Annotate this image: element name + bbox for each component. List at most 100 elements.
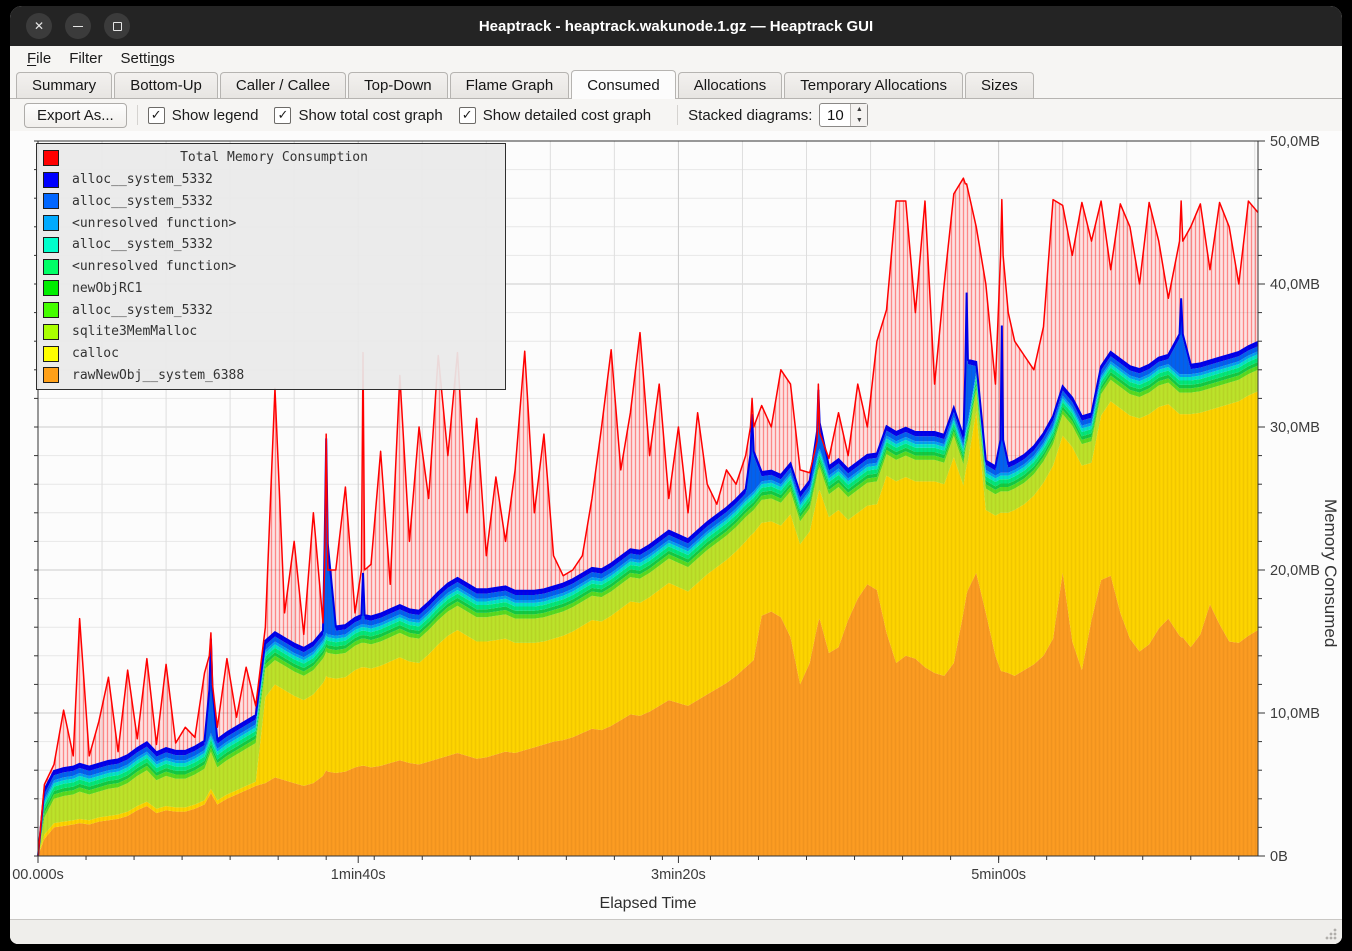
legend-label: <unresolved function> [72, 259, 237, 274]
checkbox-label: Show detailed cost graph [482, 106, 652, 124]
checkbox-box[interactable]: ✓ [458, 106, 476, 124]
toolbar: Export As... ✓ Show legend ✓ Show total cos… [10, 99, 1342, 132]
legend-row: alloc__system_5332 [37, 170, 505, 190]
legend-label: sqlite3MemMalloc [72, 324, 198, 340]
minimize-button[interactable] [65, 13, 91, 39]
checkbox-group: ✓ Show legend ✓ Show total cost graph ✓ Show … [147, 106, 667, 124]
tab-sizes[interactable]: Sizes [965, 72, 1034, 98]
checkbox-show-detailed-cost-graph[interactable]: ✓ Show detailed cost graph [458, 106, 652, 124]
toolbar-separator [136, 105, 138, 125]
legend-row: rawNewObj__system_6388 [37, 365, 505, 385]
legend-swatch-icon [43, 345, 59, 362]
checkbox-show-total-cost-graph[interactable]: ✓ Show total cost graph [274, 106, 443, 124]
legend-row: calloc [37, 344, 505, 364]
tab-consumed[interactable]: Consumed [571, 70, 676, 99]
legend-swatch-icon [43, 171, 59, 188]
resize-grip[interactable] [1325, 928, 1337, 940]
stacked-diagrams-label: Stacked diagrams: [688, 106, 813, 124]
x-tick-label: 1min40s [331, 867, 386, 883]
legend-swatch-icon [43, 280, 59, 297]
legend-swatch-icon [43, 323, 59, 340]
legend-swatch-icon [43, 193, 59, 210]
legend-label: rawNewObj__system_6388 [72, 367, 245, 383]
maximize-button[interactable] [104, 13, 130, 39]
spin-down-button[interactable]: ▼ [851, 115, 867, 126]
spinbox-buttons: ▲ ▼ [850, 104, 868, 126]
y-axis-title: Memory Consumed [1321, 499, 1340, 648]
legend-row: sqlite3MemMalloc [37, 322, 505, 342]
export-as-button[interactable]: Export As... [24, 102, 127, 128]
x-tick-label: 3min20s [651, 867, 706, 883]
legend-label: alloc__system_5332 [72, 172, 213, 187]
legend-label: calloc [72, 346, 119, 361]
legend-label: newObjRC1 [72, 280, 143, 296]
legend-label: Total Memory Consumption [180, 150, 368, 166]
menu-settings[interactable]: Settings [120, 49, 175, 67]
y-tick-label: 40,0MB [1270, 277, 1320, 293]
y-tick-label: 30,0MB [1270, 420, 1320, 436]
arrow-down-icon: ▼ [855, 117, 863, 124]
tab-bar: Summary Bottom-Up Caller / Callee Top-Down F… [10, 70, 1342, 99]
y-tick-label: 20,0MB [1270, 563, 1320, 579]
legend-row: alloc__system_5332 [37, 191, 505, 211]
tab-allocations[interactable]: Allocations [677, 72, 783, 98]
minimize-icon [73, 25, 83, 27]
maximize-icon [112, 21, 122, 31]
stack-top-line [37, 292, 1259, 857]
x-tick-label: 5min00s [971, 867, 1026, 883]
axis-ticks [34, 140, 1265, 863]
legend-swatch-icon [43, 236, 59, 253]
legend-swatch-icon [43, 215, 59, 231]
plot-border [37, 140, 1259, 857]
stacked-areas [38, 292, 1258, 856]
tab-top-down[interactable]: Top-Down [348, 72, 448, 98]
spinbox-value[interactable]: 10 [827, 106, 844, 124]
checkbox-label: Show legend [171, 106, 259, 124]
arrow-up-icon: ▲ [855, 106, 863, 113]
x-tick-label: 00.000s [12, 867, 64, 883]
memory-consumption-chart[interactable]: 00.000s 1min40s 3min20s 5min00s 0B 10,0MB 20,0… [10, 131, 1342, 919]
stacked-diagrams-spinbox[interactable]: 10 ▲ ▼ [819, 103, 869, 127]
tab-caller-callee[interactable]: Caller / Callee [219, 72, 347, 98]
app-window: ✕ Heaptrack - heaptrack.wakunode.1.gz — … [10, 6, 1342, 944]
checkbox-label: Show total cost graph [298, 106, 443, 124]
legend-row: <unresolved function> [37, 213, 505, 233]
menubar: File Filter Settings [10, 46, 1342, 70]
legend-label: alloc__system_5332 [72, 193, 213, 209]
checkbox-box[interactable]: ✓ [274, 106, 292, 124]
window-title: Heaptrack - heaptrack.wakunode.1.gz — He… [478, 17, 874, 35]
legend-row: <unresolved function> [37, 257, 505, 277]
legend-label: <unresolved function> [72, 215, 237, 231]
legend-label: alloc__system_5332 [72, 302, 213, 318]
y-tick-label: 10,0MB [1270, 706, 1320, 722]
menu-filter[interactable]: Filter [69, 49, 103, 67]
tab-summary[interactable]: Summary [16, 72, 113, 98]
checkbox-box[interactable]: ✓ [147, 106, 165, 124]
menu-file[interactable]: File [27, 49, 52, 67]
legend-swatch-icon [43, 149, 59, 166]
titlebar: ✕ Heaptrack - heaptrack.wakunode.1.gz — … [10, 6, 1342, 46]
x-axis-title: Elapsed Time [599, 895, 697, 912]
chart-canvas[interactable]: 00.000s 1min40s 3min20s 5min00s 0B 10,0MB 20,0… [10, 131, 1342, 919]
legend-row: alloc__system_5332 [37, 300, 505, 320]
spin-up-button[interactable]: ▲ [851, 104, 867, 115]
checkbox-show-legend[interactable]: ✓ Show legend [147, 106, 259, 124]
legend-row: newObjRC1 [37, 278, 505, 298]
legend-row: alloc__system_5332 [37, 235, 505, 255]
tab-temporary-allocations[interactable]: Temporary Allocations [784, 72, 964, 98]
total-consumption-fill [38, 178, 1258, 856]
toolbar-separator [677, 105, 679, 125]
status-bar [10, 919, 1342, 944]
tab-flame-graph[interactable]: Flame Graph [449, 72, 570, 98]
legend-row: Total Memory Consumption [37, 148, 505, 168]
legend-label: alloc__system_5332 [72, 237, 213, 253]
legend-swatch-icon [43, 367, 59, 384]
chart-legend: Total Memory Consumption alloc__system_53… [36, 143, 506, 390]
total-consumption-line [37, 177, 1259, 857]
legend-swatch-icon [43, 258, 59, 275]
tab-bottom-up[interactable]: Bottom-Up [114, 72, 218, 98]
close-button[interactable]: ✕ [26, 13, 52, 39]
y-tick-label: 0B [1270, 849, 1288, 865]
close-icon: ✕ [33, 19, 45, 33]
legend-swatch-icon [43, 302, 59, 318]
